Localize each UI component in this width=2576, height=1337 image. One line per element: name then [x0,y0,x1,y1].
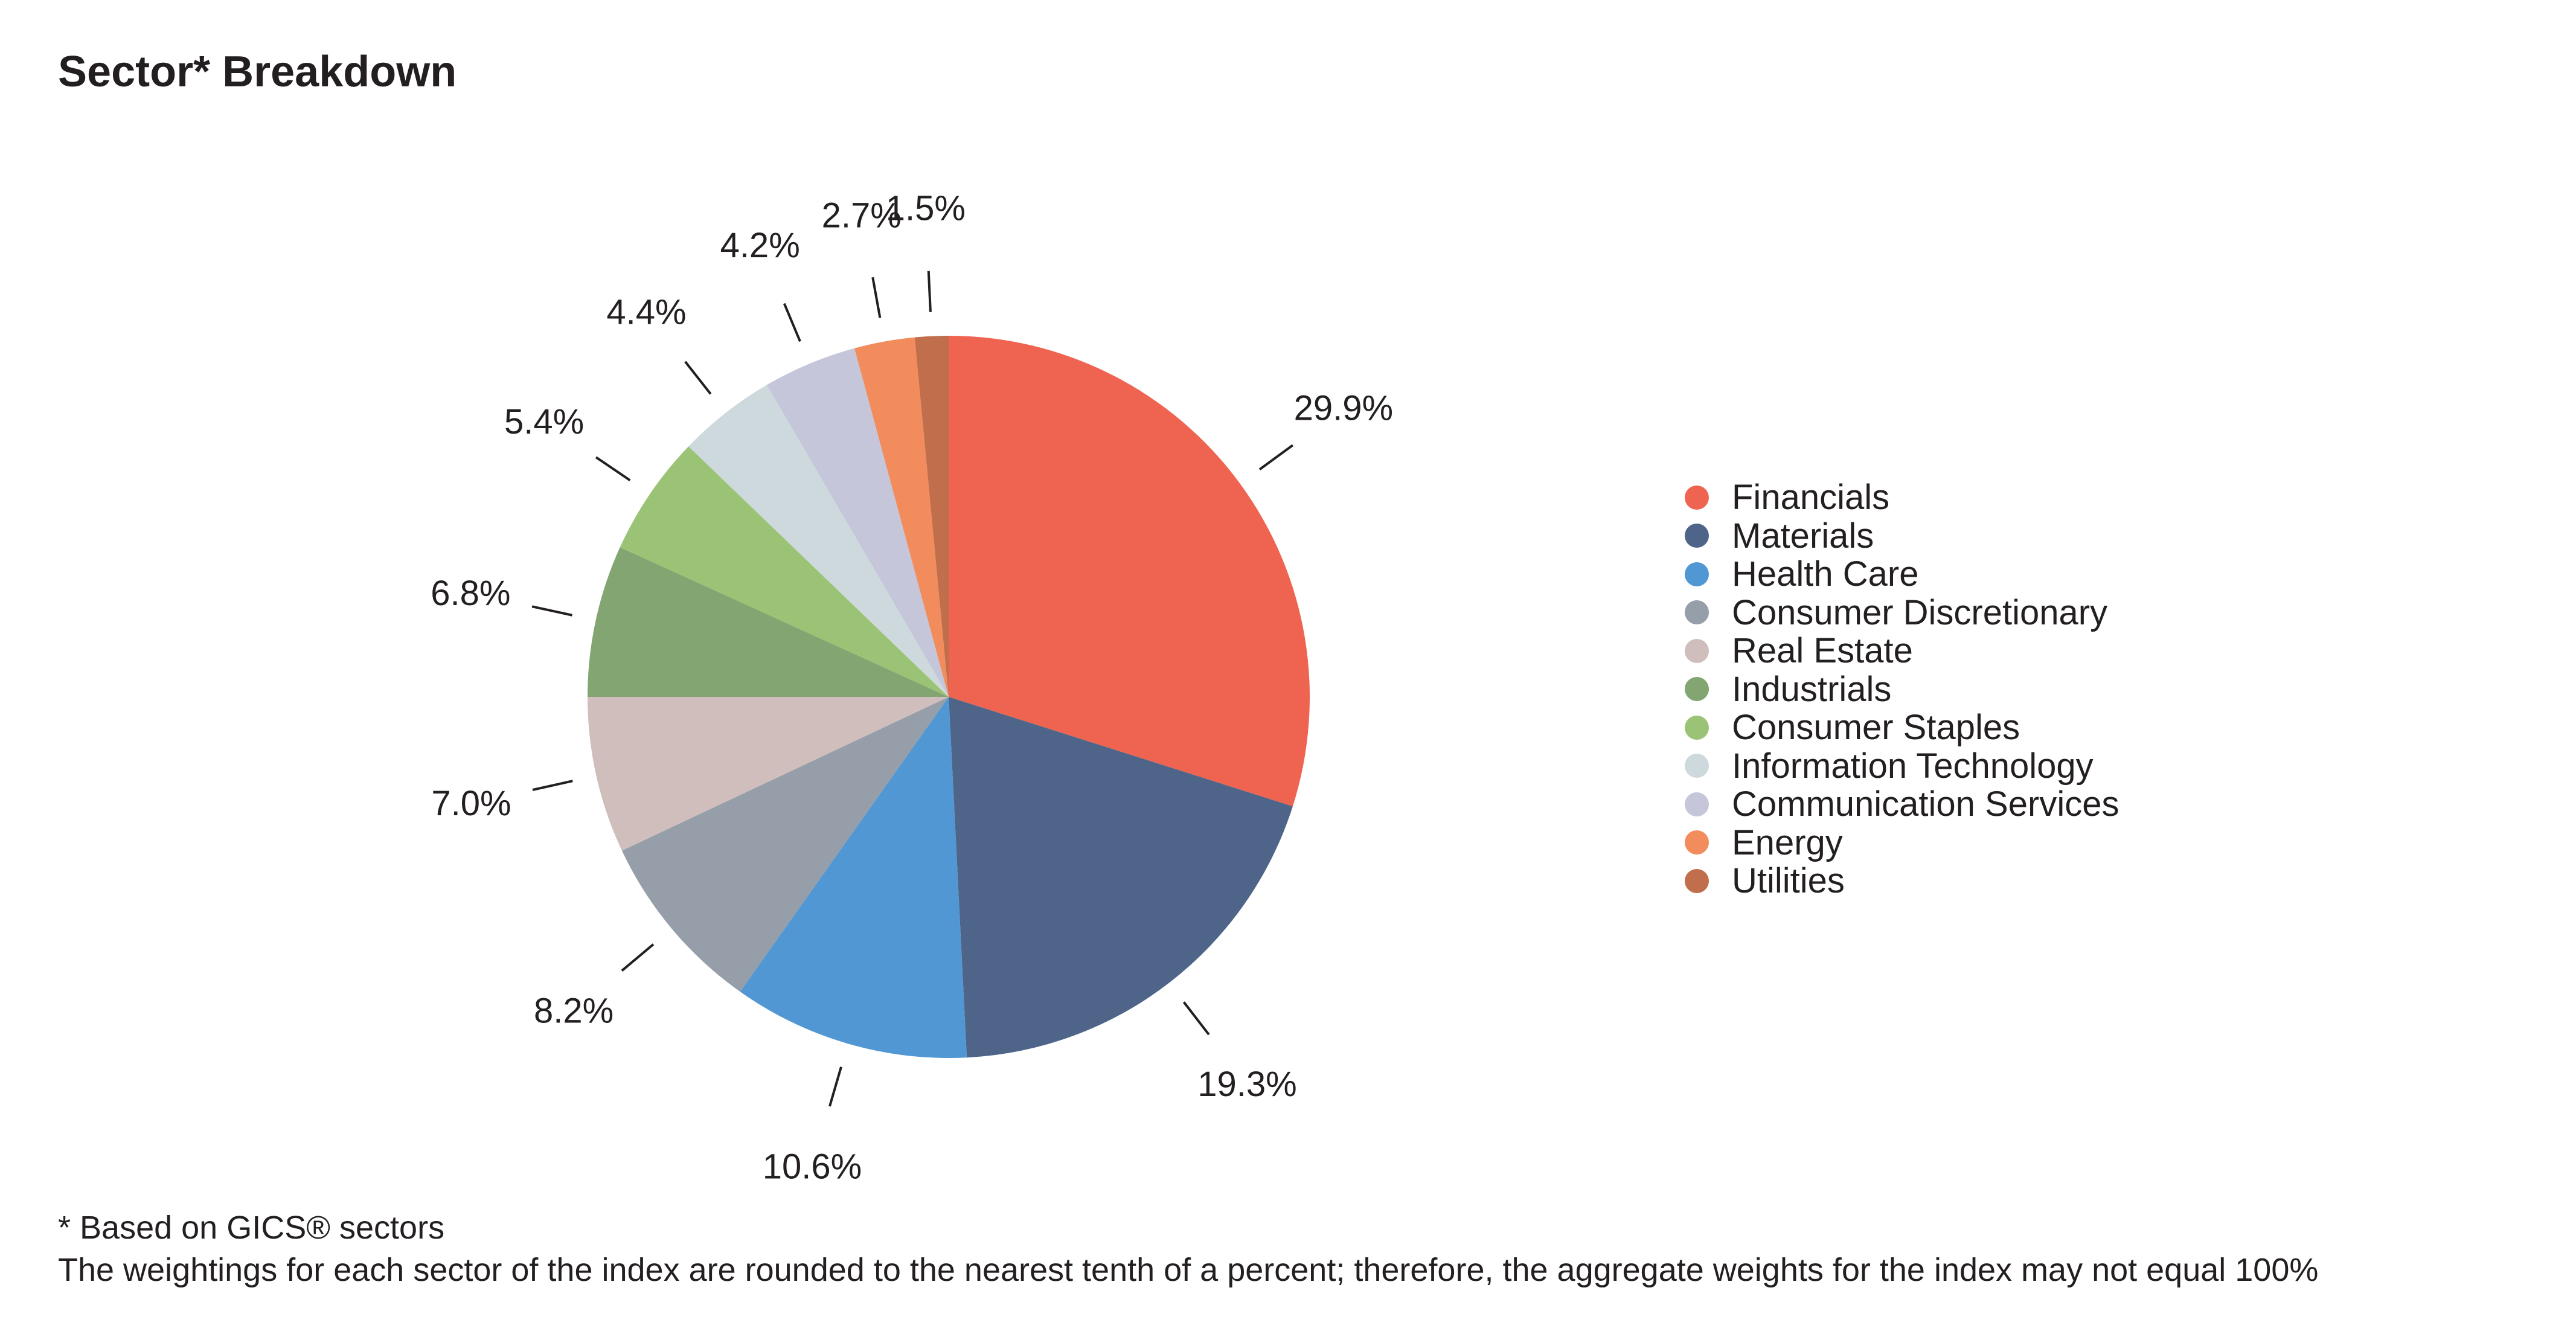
data-label-financials: 29.9% [1294,388,1393,428]
legend-label: Real Estate [1732,631,1913,671]
data-label-health-care: 10.6% [763,1147,862,1186]
slice-consumer-staples [620,446,949,697]
legend-swatch [1685,600,1709,625]
legend-item-information-technology: Information Technology [1685,746,2119,786]
legend-item-industrials: Industrials [1685,670,2119,709]
slice-information-technology [688,385,949,697]
legend-swatch [1685,830,1709,855]
data-labels: 29.9% 19.3% 10.6% 8.2% 7.0% 6.8% 5.4% 4.4% 4.2% 2… [431,188,1393,1186]
legend-swatch [1685,677,1709,702]
slice-health-care [740,697,967,1058]
leader-line-financials [1258,444,1294,470]
legend-item-health-care: Health Care [1685,554,2119,594]
slice-utilities [914,336,949,697]
legend-label: Energy [1732,822,1843,862]
legend-swatch [1685,754,1709,778]
legend-swatch [1685,638,1709,663]
data-label-communication-services: 4.2% [720,226,800,265]
legend-item-real-estate: Real Estate [1685,631,2119,671]
footnote: * Based on GICS® sectors The weightings … [58,1207,2318,1291]
pie-slices [588,336,1310,1058]
chart-title: Sector* Breakdown [58,48,457,96]
legend-label: Communication Services [1732,784,2119,824]
legend-label: Consumer Staples [1732,708,2020,748]
legend-swatch [1685,792,1709,816]
leader-line-consumer-discretionary [621,943,655,972]
leader-line-utilities [927,271,932,312]
legend-item-materials: Materials [1685,516,2119,556]
legend-item-consumer-discretionary: Consumer Discretionary [1685,592,2119,632]
legend-swatch [1685,562,1709,586]
legend-swatch [1685,715,1709,740]
data-label-information-technology: 4.4% [606,293,686,332]
legend-swatch [1685,868,1709,893]
legend-item-communication-services: Communication Services [1685,784,2119,824]
slice-financials [949,336,1310,807]
data-label-utilities: 1.5% [886,188,966,228]
leader-line-materials [1182,1001,1210,1036]
legend-label: Utilities [1732,861,1845,901]
slice-materials [949,697,1293,1058]
leader-line-energy [871,277,882,318]
legend-label: Financials [1732,478,1890,518]
legend-label: Consumer Discretionary [1732,592,2108,632]
leader-line-industrials [531,605,572,617]
legend-item-energy: Energy [1685,822,2119,862]
slice-industrials [588,547,949,697]
legend-label: Industrials [1732,669,1892,709]
label-leader-lines [531,271,1294,1107]
slice-communication-services [766,348,949,697]
legend-label: Health Care [1732,554,1919,594]
legend-label: Materials [1732,516,1874,556]
data-label-materials: 19.3% [1197,1065,1296,1104]
leader-line-real-estate [532,780,573,791]
data-label-consumer-staples: 5.4% [504,402,584,441]
legend-item-utilities: Utilities [1685,861,2119,901]
leader-line-information-technology [684,361,712,395]
legend-item-financials: Financials [1685,478,2119,517]
slice-energy [854,337,949,697]
leader-line-consumer-staples [595,456,631,482]
slice-consumer-discretionary [621,697,949,992]
leader-line-communication-services [783,303,801,342]
legend: Financials Materials Health Care Consumer D… [1685,478,2119,900]
legend-item-consumer-staples: Consumer Staples [1685,708,2119,747]
data-label-energy: 2.7% [822,196,902,235]
data-label-industrials: 6.8% [431,574,510,613]
slice-real-estate [588,697,949,851]
legend-swatch [1685,524,1709,548]
data-label-consumer-discretionary: 8.2% [534,992,614,1031]
data-label-real-estate: 7.0% [431,784,511,823]
legend-label: Information Technology [1732,746,2094,786]
legend-swatch [1685,485,1709,510]
footnote-rounding: The weightings for each sector of the in… [58,1252,2319,1288]
footnote-gics: * Based on GICS® sectors [58,1210,445,1246]
leader-line-health-care [828,1066,842,1107]
